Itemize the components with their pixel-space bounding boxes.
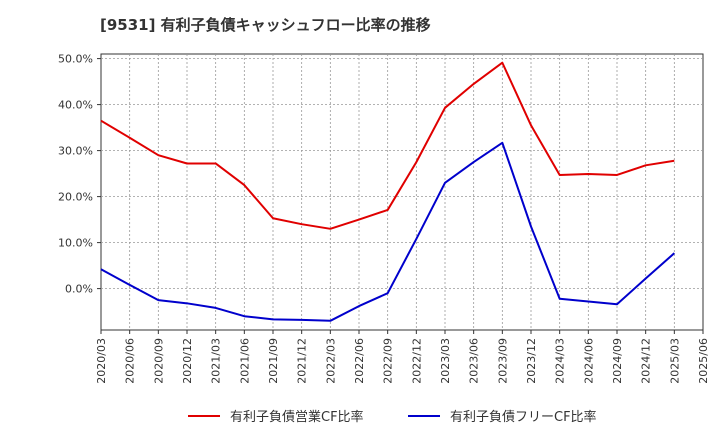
y-tick-label: 30.0%: [58, 145, 93, 158]
x-tick-label: 2022/09: [382, 338, 395, 384]
x-tick-label: 2020/12: [181, 338, 194, 384]
x-tick-label: 2024/12: [640, 338, 653, 384]
series-line-1: [100, 61, 675, 230]
x-tick-label: 2022/12: [410, 338, 423, 384]
x-tick-label: 2021/12: [296, 338, 309, 384]
x-tick-label: 2021/09: [267, 338, 280, 384]
x-tick-label: 2022/03: [324, 338, 337, 384]
grid-lines: [101, 54, 703, 330]
y-tick-label: 10.0%: [58, 237, 93, 250]
x-tick-label: 2023/09: [496, 338, 509, 384]
plot-area: [100, 53, 704, 331]
x-tick-label: 2020/09: [152, 338, 165, 384]
x-tick-label: 2024/09: [611, 338, 624, 384]
legend-label-1: 有利子負債営業CF比率: [230, 409, 364, 425]
x-tick-label: 2022/06: [353, 338, 366, 384]
x-tick-label: 2020/03: [95, 338, 108, 384]
x-tick-label: 2024/03: [554, 338, 567, 384]
x-tick-label: 2020/06: [124, 338, 137, 384]
chart-title: [9531] 有利子負債キャッシュフロー比率の推移: [100, 16, 431, 34]
legend-label-2: 有利子負債フリーCF比率: [450, 409, 597, 425]
x-axis-ticks: 2020/03 2020/06 2020/09 2020/12 2021/03 2021/…: [95, 330, 710, 384]
series-lines: [100, 61, 675, 322]
y-tick-label: 0.0%: [65, 283, 93, 296]
y-tick-label: 40.0%: [58, 99, 93, 112]
x-tick-label: 2023/03: [439, 338, 452, 384]
series-line-2: [100, 141, 675, 322]
x-tick-label: 2025/03: [668, 338, 681, 384]
y-tick-label: 50.0%: [58, 53, 93, 66]
x-tick-label: 2021/03: [210, 338, 223, 384]
x-tick-label: 2025/06: [697, 338, 710, 384]
x-tick-label: 2024/06: [582, 338, 595, 384]
x-tick-label: 2023/06: [468, 338, 481, 384]
y-axis-ticks: 0.0% 10.0% 20.0% 30.0% 40.0% 50.0%: [58, 53, 101, 296]
x-tick-label: 2021/06: [238, 338, 251, 384]
legend: 有利子負債営業CF比率 有利子負債フリーCF比率: [188, 409, 597, 425]
y-tick-label: 20.0%: [58, 191, 93, 204]
x-tick-label: 2023/12: [525, 338, 538, 384]
